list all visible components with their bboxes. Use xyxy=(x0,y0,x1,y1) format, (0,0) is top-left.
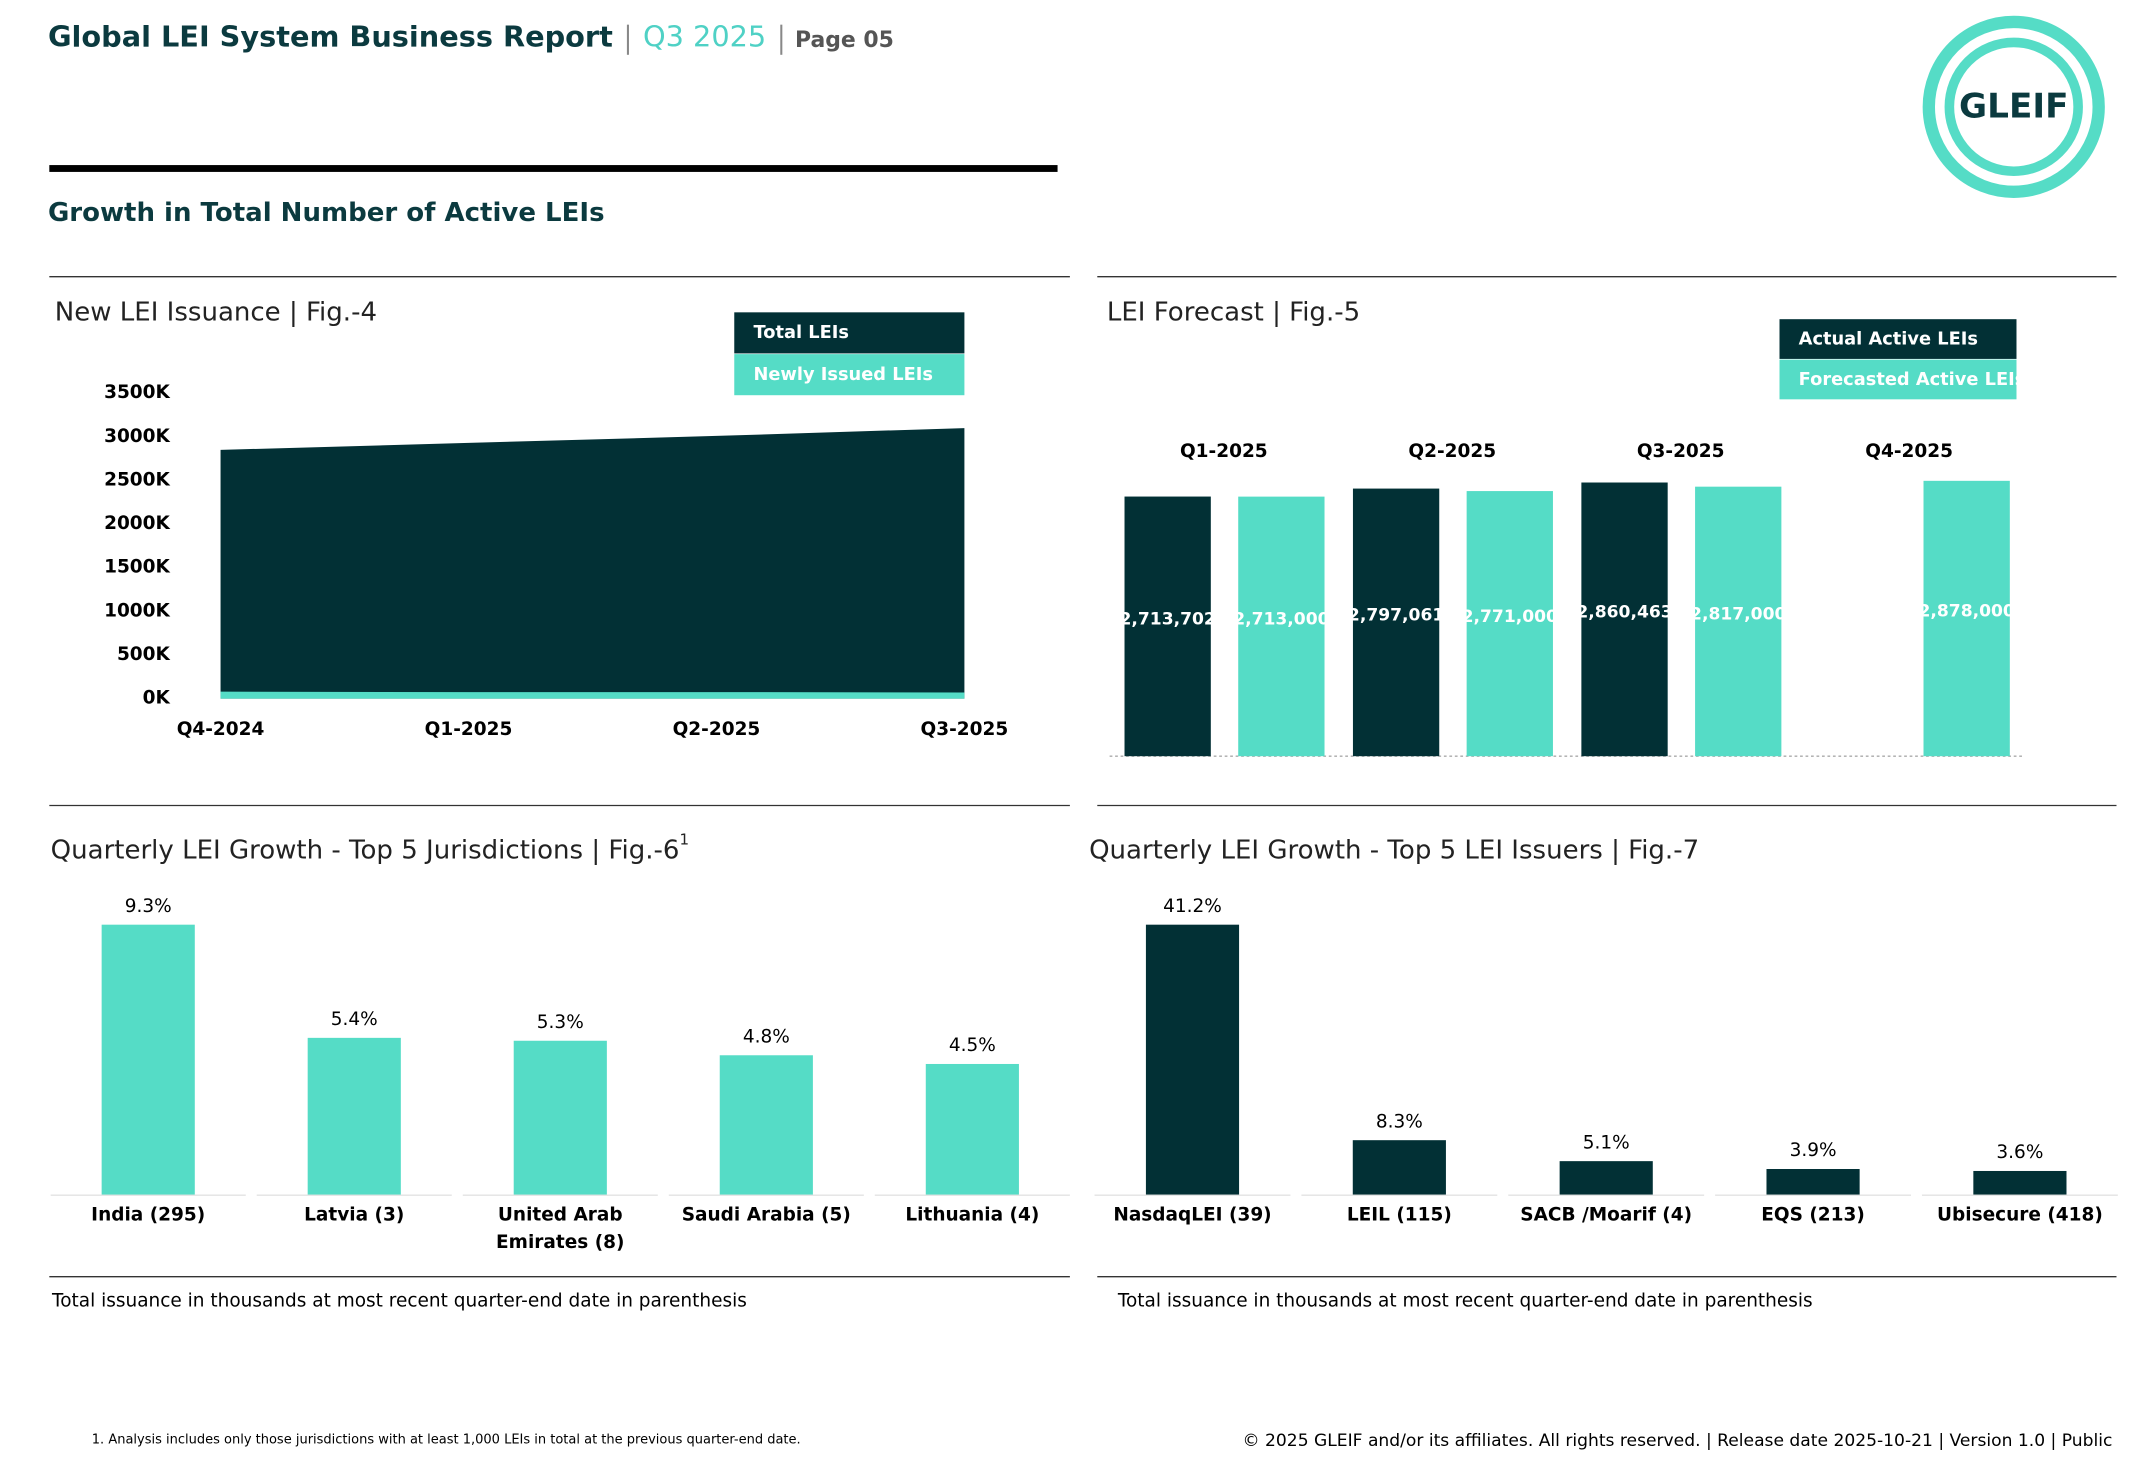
area xyxy=(220,691,965,699)
y-tick-label: 0K xyxy=(143,688,171,709)
value-label: 5.4% xyxy=(331,1009,378,1030)
legend-swatch xyxy=(734,312,965,354)
y-tick-label: 500K xyxy=(117,644,171,665)
category-label: United Arab Emirates (8) xyxy=(496,1204,625,1254)
bar xyxy=(1695,486,1782,757)
value-label: 41.2% xyxy=(1163,896,1222,917)
report-quarter: Q3 2025 xyxy=(643,19,766,53)
section-title: Growth in Total Number of Active LEIs xyxy=(48,198,605,228)
chart-title: New LEI Issuance | Fig.-4 xyxy=(55,297,377,327)
y-tick-label: 2500K xyxy=(104,469,170,490)
copyright: © 2025 GLEIF and/or its affiliates. All … xyxy=(1242,1431,2112,1451)
bar xyxy=(925,1063,1019,1195)
bar xyxy=(1352,1140,1446,1195)
value-label: 5.3% xyxy=(537,1012,584,1033)
value-label: 4.8% xyxy=(743,1026,790,1047)
page-number: Page 05 xyxy=(795,28,894,53)
value-label: 4.5% xyxy=(949,1035,996,1056)
value-label: 3.9% xyxy=(1790,1140,1837,1161)
legend-swatch xyxy=(1779,359,2017,400)
bar xyxy=(1559,1161,1653,1195)
bar xyxy=(307,1037,401,1195)
legend-swatch xyxy=(1779,319,2017,359)
category-label: Q1-2025 xyxy=(1180,441,1268,462)
chart-note: Total issuance in thousands at most rece… xyxy=(1117,1290,1813,1311)
value-label: 2,713,702 xyxy=(1119,610,1215,630)
bar xyxy=(1352,488,1440,757)
bar xyxy=(1466,491,1553,757)
value-label: 2,878,000 xyxy=(1918,602,2014,622)
value-label: 2,860,463 xyxy=(1576,602,1672,622)
legend-swatch xyxy=(734,354,965,396)
value-label: 3.6% xyxy=(1996,1142,2043,1163)
category-label: India (295) xyxy=(91,1204,206,1227)
footnote: 1. Analysis includes only those jurisdic… xyxy=(92,1432,801,1447)
x-tick-label: Q1-2025 xyxy=(425,719,513,740)
category-label: Q3-2025 xyxy=(1637,441,1725,462)
footnote-marker: 1 xyxy=(679,830,689,848)
y-tick-label: 1500K xyxy=(104,557,170,578)
chart-note: Total issuance in thousands at most rece… xyxy=(51,1290,747,1311)
x-tick-label: Q4-2024 xyxy=(177,719,265,740)
bar xyxy=(1124,496,1211,757)
logo-text: GLEIF xyxy=(1959,87,2068,127)
legend-label: Actual Active LEIs xyxy=(1799,328,1978,349)
y-tick-label: 3500K xyxy=(104,382,170,403)
legend-label: Forecasted Active LEIs xyxy=(1799,369,2026,390)
logo-ring xyxy=(1922,15,2105,198)
value-label: 9.3% xyxy=(125,896,172,917)
bar xyxy=(1145,924,1240,1195)
value-label: 8.3% xyxy=(1376,1111,1423,1132)
chart-title: Quarterly LEI Growth - Top 5 LEI Issuers… xyxy=(1089,835,1699,865)
logo: GLEIF xyxy=(1922,15,2105,198)
value-label: 5.1% xyxy=(1583,1132,1630,1153)
legend-label: Total LEIs xyxy=(753,322,849,343)
y-tick-label: 1000K xyxy=(104,600,170,621)
chart-title: LEI Forecast | Fig.-5 xyxy=(1107,297,1360,327)
bar xyxy=(1766,1169,1860,1195)
legend-label: Newly Issued LEIs xyxy=(753,364,933,385)
bar xyxy=(1581,482,1668,757)
category-label: Q4-2025 xyxy=(1865,441,1953,462)
chart-title-text: New LEI Issuance | Fig.-4 xyxy=(55,297,377,327)
value-label: 2,771,000 xyxy=(1462,607,1558,627)
chart-title-text: LEI Forecast | Fig.-5 xyxy=(1107,297,1360,327)
category-label: Q2-2025 xyxy=(1408,441,1496,462)
bar xyxy=(719,1055,813,1195)
category-label: Lithuania (4) xyxy=(905,1204,1040,1227)
chart-title-text: Quarterly LEI Growth - Top 5 Jurisdictio… xyxy=(51,835,680,865)
category-label: SACB /Moarif (4) xyxy=(1520,1204,1693,1227)
bar xyxy=(101,924,195,1195)
chart-title: Quarterly LEI Growth - Top 5 Jurisdictio… xyxy=(51,830,689,865)
header-rule xyxy=(49,165,1058,172)
report-title: Global LEI System Business Report xyxy=(48,19,613,53)
logo-ring xyxy=(1944,37,2083,177)
value-label: 2,713,000 xyxy=(1233,610,1329,630)
chart-title-text: Quarterly LEI Growth - Top 5 LEI Issuers… xyxy=(1089,835,1699,865)
category-label: EQS (213) xyxy=(1761,1204,1865,1227)
bar xyxy=(513,1040,607,1195)
value-label: 2,817,000 xyxy=(1690,605,1786,625)
category-label: LEIL (115) xyxy=(1346,1204,1452,1227)
category-label: Latvia (3) xyxy=(304,1204,405,1227)
y-tick-label: 2000K xyxy=(104,513,170,534)
x-tick-label: Q2-2025 xyxy=(673,719,761,740)
category-label: Saudi Arabia (5) xyxy=(681,1204,851,1227)
y-tick-label: 3000K xyxy=(104,426,170,447)
category-label: Ubisecure (418) xyxy=(1936,1204,2103,1227)
category-label: NasdaqLEI (39) xyxy=(1113,1204,1272,1227)
bar xyxy=(1923,480,2010,757)
x-tick-label: Q3-2025 xyxy=(921,719,1009,740)
bar xyxy=(1238,496,1325,757)
bar xyxy=(1973,1170,2067,1195)
area xyxy=(220,428,965,699)
value-label: 2,797,061 xyxy=(1348,606,1444,626)
